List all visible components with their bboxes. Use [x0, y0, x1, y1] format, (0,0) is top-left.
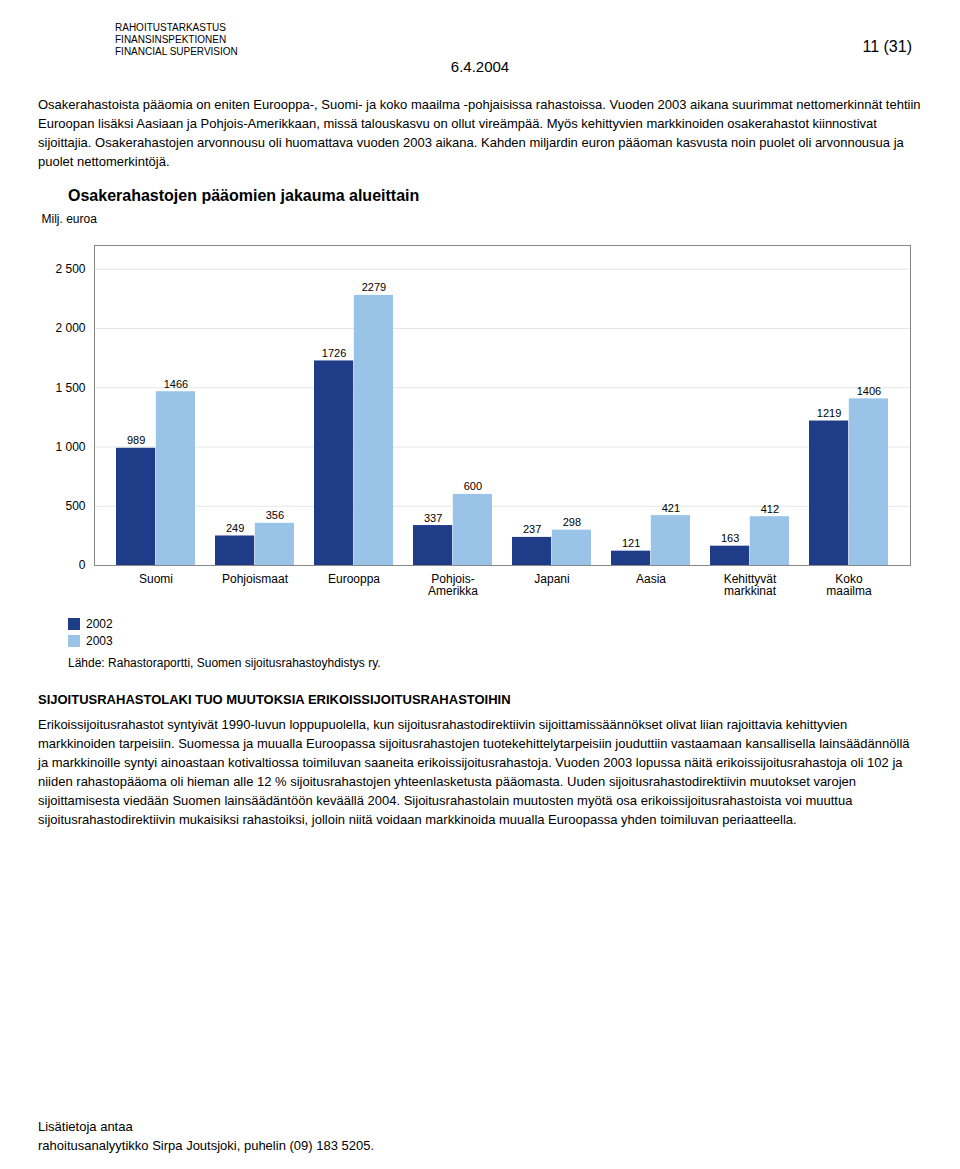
svg-text:1466: 1466: [164, 378, 188, 390]
html-text:Lähde: Rahastoraportti, Suomen: Lähde: Rahastoraportti, Suomen sijoitusr…: [68, 656, 381, 670]
svg-text:Kokomaailma: Kokomaailma: [826, 572, 872, 598]
html-text:2003: 2003: [86, 634, 113, 648]
svg-text:2279: 2279: [362, 281, 386, 293]
html-text:11 (31): 11 (31): [862, 38, 912, 55]
svg-text:121: 121: [622, 537, 640, 549]
html-text:Lisätietoja antaa: Lisätietoja antaa: [38, 1119, 133, 1134]
svg-text:500: 500: [65, 499, 85, 513]
svg-text:2 000: 2 000: [55, 321, 85, 335]
html-text:SIJOITUSRAHASTOLAKI TUO MUUTOK: SIJOITUSRAHASTOLAKI TUO MUUTOKSIA ERIKOI…: [38, 692, 511, 707]
svg-text:356: 356: [266, 509, 284, 521]
svg-text:Aasia: Aasia: [636, 572, 666, 586]
html-text:Osakerahastoista pääomia on en: Osakerahastoista pääomia on eniten Euroo…: [38, 97, 921, 169]
svg-text:989: 989: [127, 434, 145, 446]
svg-text:Kehittyvätmarkkinat: Kehittyvätmarkkinat: [724, 572, 777, 598]
svg-text:1 000: 1 000: [55, 440, 85, 454]
svg-text:Pohjoismaat: Pohjoismaat: [222, 572, 289, 586]
svg-text:1219: 1219: [817, 407, 841, 419]
svg-text:600: 600: [464, 480, 482, 492]
svg-text:1 500: 1 500: [55, 381, 85, 395]
html-text:2002: 2002: [86, 617, 113, 631]
svg-text:0: 0: [79, 558, 86, 572]
svg-text:1406: 1406: [857, 385, 881, 397]
svg-text:2 500: 2 500: [55, 262, 85, 276]
svg-text:Pohjois-Amerikka: Pohjois-Amerikka: [428, 572, 478, 598]
svg-text:412: 412: [761, 503, 779, 515]
html-text:FINANSINSPEKTIONEN: FINANSINSPEKTIONEN: [115, 34, 227, 45]
html-text:Osakerahastojen pääomien jakau: Osakerahastojen pääomien jakauma alueitt…: [68, 187, 420, 204]
html-text:Erikoissijoitusrahastot syntyi: Erikoissijoitusrahastot syntyivät 1990-l…: [38, 717, 910, 827]
svg-text:Milj. euroa: Milj. euroa: [42, 212, 98, 226]
html-text:FINANCIAL SUPERVISION: FINANCIAL SUPERVISION: [115, 46, 238, 57]
svg-text:1726: 1726: [322, 347, 346, 359]
svg-text:Japani: Japani: [534, 572, 569, 586]
html-text:rahoitusanalyytikko Sirpa Jout: rahoitusanalyytikko Sirpa Joutsjoki, puh…: [38, 1138, 374, 1153]
svg-text:421: 421: [662, 502, 680, 514]
html-text:6.4.2004: 6.4.2004: [450, 58, 510, 75]
svg-text:337: 337: [424, 512, 442, 524]
svg-text:Suomi: Suomi: [139, 572, 173, 586]
svg-text:298: 298: [563, 516, 581, 528]
svg-text:Eurooppa: Eurooppa: [328, 572, 380, 586]
svg-text:163: 163: [721, 532, 739, 544]
svg-text:249: 249: [226, 522, 244, 534]
svg-text:237: 237: [523, 523, 541, 535]
html-text:RAHOITUSTARKASTUS: RAHOITUSTARKASTUS: [115, 22, 226, 33]
